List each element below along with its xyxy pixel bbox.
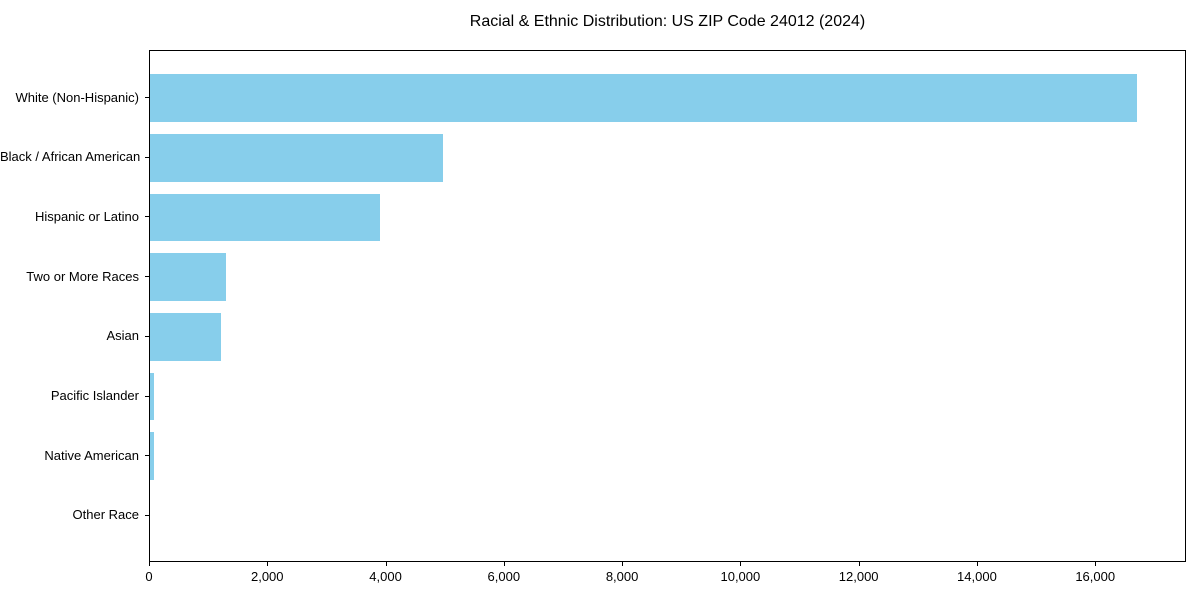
x-tick-label: 16,000	[1075, 569, 1116, 584]
bar	[150, 312, 221, 361]
chart-title: Racial & Ethnic Distribution: US ZIP Cod…	[469, 13, 866, 30]
plot-area	[149, 50, 1186, 562]
bar	[150, 74, 1137, 122]
bar	[150, 253, 226, 302]
x-tick-label: 6,000	[487, 569, 521, 584]
y-tick-label: Pacific Islander	[50, 388, 139, 403]
y-tick-label: Two or More Races	[26, 268, 139, 284]
x-tick-mark	[385, 562, 387, 566]
y-tick-label: Native American	[44, 447, 139, 463]
y-tick-label: Other Race	[72, 507, 139, 523]
bar	[150, 133, 443, 182]
x-tick-mark	[1095, 562, 1097, 566]
bar	[150, 193, 380, 242]
y-tick-mark	[145, 514, 149, 516]
x-tick-mark	[149, 562, 150, 566]
x-tick-mark	[622, 562, 624, 566]
x-tick-mark	[267, 562, 269, 566]
x-tick-label: 10,000	[720, 569, 761, 584]
y-tick-label: Black / African American	[0, 149, 141, 165]
y-tick-mark	[145, 216, 149, 218]
y-tick-mark	[145, 156, 149, 158]
x-tick-mark	[503, 562, 505, 566]
y-tick-mark	[145, 97, 149, 99]
x-tick-label: 12,000	[838, 569, 879, 584]
y-tick-mark	[145, 395, 149, 397]
x-tick-mark	[976, 562, 978, 566]
y-tick-mark	[145, 276, 149, 278]
x-tick-mark	[740, 562, 742, 566]
x-tick-label: 14,000	[957, 569, 997, 584]
x-tick-label: 8,000	[605, 569, 639, 584]
x-tick-label: 4,000	[369, 569, 402, 584]
y-tick-label: White (Non-Hispanic)	[15, 89, 139, 105]
x-tick-label: 0	[145, 569, 153, 584]
y-tick-mark	[145, 455, 149, 457]
x-tick-label: 2,000	[250, 569, 284, 584]
y-tick-mark	[145, 335, 149, 337]
y-tick-label: Hispanic or Latino	[34, 208, 139, 224]
bar	[150, 372, 155, 421]
y-tick-label: Asian	[106, 328, 139, 344]
x-tick-mark	[858, 562, 860, 566]
bar	[150, 432, 154, 481]
